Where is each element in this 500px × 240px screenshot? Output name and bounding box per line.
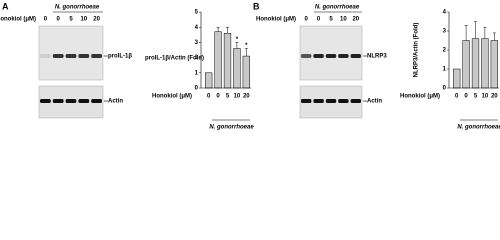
- loading-band: [300, 99, 312, 103]
- dose-label: Honokiol (μM): [256, 17, 296, 23]
- target-band: [91, 54, 102, 58]
- x-tick-label: 5: [226, 94, 230, 100]
- lane-label: 0: [44, 17, 48, 23]
- y-tick-label: 3: [443, 29, 447, 35]
- x-axis-label: Honokiol (μM): [152, 94, 192, 100]
- loading-band: [338, 99, 349, 103]
- dose-label: Honokiol (μM): [0, 17, 36, 23]
- blot-target: [38, 25, 104, 81]
- y-tick-label: 5: [195, 10, 199, 16]
- x-tick-label: 20: [491, 94, 498, 100]
- target-band: [65, 54, 77, 58]
- bar: [223, 33, 232, 89]
- lane-label: 10: [80, 17, 87, 23]
- lane-label: 5: [69, 17, 73, 23]
- lane-label: 10: [340, 17, 347, 23]
- x-axis-label: Honokiol (μM): [400, 94, 440, 100]
- lane-label: 0: [57, 17, 61, 23]
- x-tick-label: 0: [464, 94, 468, 100]
- y-tick-label: 0: [443, 86, 447, 92]
- loading-band: [40, 99, 51, 103]
- bar: [205, 72, 213, 89]
- lane-label: 20: [93, 17, 100, 23]
- y-tick-label: 0: [195, 86, 199, 92]
- group-label: N. gonorrhoeae: [209, 125, 254, 131]
- loading-band: [313, 99, 324, 103]
- x-tick-label: 0: [455, 94, 459, 100]
- loading-band: [350, 99, 362, 103]
- bar: [453, 68, 461, 89]
- target-band: [52, 54, 64, 58]
- loading-band: [78, 99, 90, 103]
- lane-label: 20: [352, 17, 359, 23]
- loading-band: [65, 99, 77, 103]
- y-tick-label: 1: [195, 70, 199, 76]
- bar: [233, 48, 241, 89]
- y-tick-label: 1: [443, 67, 447, 73]
- lane-label: 0: [305, 17, 309, 23]
- x-tick-label: 5: [474, 94, 478, 100]
- bar: [214, 31, 222, 89]
- significance: *: [245, 43, 248, 49]
- treatment-label: N. gonorrhoeae: [55, 5, 100, 11]
- loading-band: [52, 99, 64, 103]
- loading-label: Actin: [367, 99, 382, 105]
- y-tick-label: 4: [443, 10, 447, 16]
- y-tick-label: 2: [195, 55, 199, 61]
- lane-label: 5: [329, 17, 333, 23]
- x-tick-label: 10: [234, 94, 241, 100]
- loading-band: [91, 99, 102, 103]
- target-band: [300, 54, 312, 58]
- significance: *: [236, 37, 239, 43]
- group-label: N. gonorrhoeae: [457, 125, 500, 131]
- bar: [471, 38, 480, 89]
- x-tick-label: 0: [207, 94, 211, 100]
- target-band: [40, 54, 51, 58]
- loading-label: Actin: [108, 99, 123, 105]
- y-tick-label: 3: [195, 40, 199, 46]
- treatment-label: N. gonorrhoeae: [315, 5, 360, 11]
- y-tick-label: 4: [195, 25, 199, 31]
- y-axis-label: NLRP3/Actin (Fold): [414, 23, 420, 78]
- target-band: [350, 54, 362, 58]
- x-tick-label: 10: [482, 94, 489, 100]
- target-band: [78, 54, 90, 58]
- panel-label: A: [2, 1, 9, 11]
- y-tick-label: 2: [443, 48, 447, 54]
- lane-label: 0: [317, 17, 321, 23]
- blot-target: [299, 25, 363, 81]
- panel-label: B: [253, 1, 260, 11]
- target-band: [313, 54, 324, 58]
- target-band: [338, 54, 349, 58]
- loading-band: [325, 99, 337, 103]
- bar: [481, 38, 489, 89]
- target-label: proIL-1β: [108, 54, 132, 60]
- bar: [490, 40, 498, 89]
- x-tick-label: 0: [216, 94, 220, 100]
- target-band: [325, 54, 337, 58]
- bar: [462, 40, 470, 89]
- y-axis-label: proIL-1β/Actin (Fold): [145, 56, 204, 62]
- target-label: NLRP3: [367, 54, 387, 60]
- x-tick-label: 20: [243, 94, 250, 100]
- bar: [242, 55, 250, 89]
